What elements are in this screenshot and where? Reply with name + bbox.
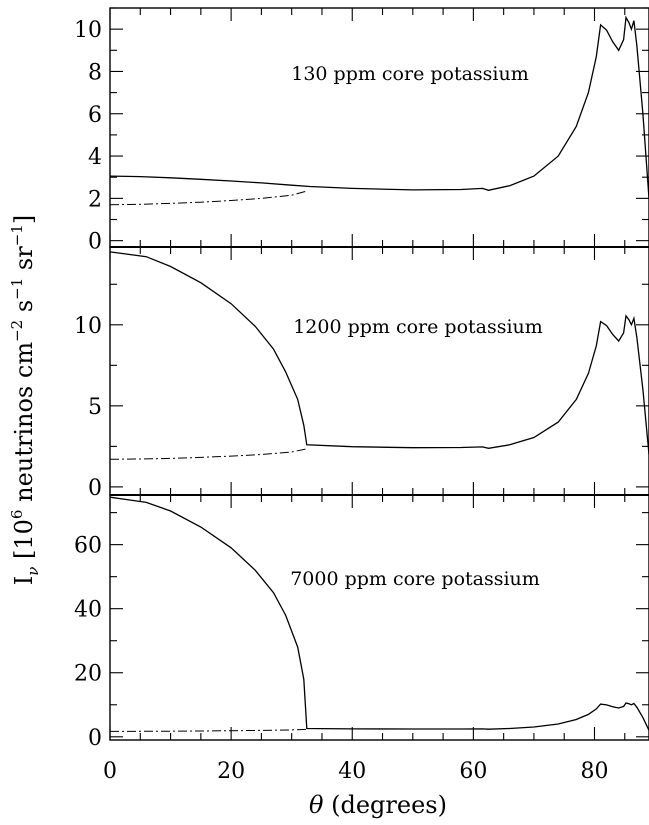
panel-annotation: 7000 ppm core potassium [290, 568, 540, 590]
panel-frame [110, 8, 649, 247]
x-axis-unit: (degrees) [323, 791, 446, 819]
y-axis-text-a: [10 [10, 519, 38, 567]
y-axis-sup-c: −1 [8, 278, 26, 300]
y-axis-text-e: ] [10, 215, 38, 224]
y-axis-text-d: sr [10, 246, 38, 278]
curve-with-core-potassium [110, 252, 649, 455]
panel-2: 0 5 10 1200 ppm core potassium [74, 247, 649, 501]
curve-with-core-potassium [110, 18, 649, 199]
x-tick-label: 60 [459, 759, 487, 784]
y-tick-label: 40 [74, 598, 102, 623]
y-axis-subscript: ν [24, 567, 42, 576]
panel-frame [110, 495, 649, 740]
panel-1: 0 2 4 6 8 10 130 ppm core potassium [74, 8, 649, 255]
curve-with-core-potassium [110, 497, 649, 730]
panel-annotation: 130 ppm core potassium [291, 63, 529, 85]
y-tick-label: 4 [88, 145, 102, 170]
x-tick-label: 80 [580, 759, 608, 784]
y-tick-label: 6 [88, 103, 102, 128]
panels-layer: 0 2 4 6 8 10 130 ppm core potassium 0 5 10 1200 pp… [74, 8, 649, 751]
y-axis-symbol: I [10, 576, 38, 585]
y-axis-text-b: neutrinos cm [10, 342, 38, 510]
y-axis-sup-d: −1 [8, 224, 26, 246]
y-axis-title: Iν [106 neutrinos cm−2 s−1 sr−1] [8, 215, 42, 585]
x-axis-title: θ (degrees) [309, 791, 447, 819]
y-axis-text-c: s [10, 300, 38, 320]
y-tick-label: 10 [74, 314, 102, 339]
y-tick-label: 0 [88, 230, 102, 255]
x-tick-label: 40 [338, 759, 366, 784]
y-tick-label: 2 [88, 187, 102, 212]
curve-dash-dot [110, 191, 307, 205]
y-tick-label: 10 [74, 18, 102, 43]
curve-dash-dot [110, 729, 307, 731]
x-axis-symbol: θ [309, 791, 324, 819]
x-axis-ticks: 0 20 40 60 80 [103, 759, 608, 784]
y-tick-label: 0 [88, 726, 102, 751]
panel-annotation: 1200 ppm core potassium [293, 316, 543, 338]
y-tick-label: 0 [88, 476, 102, 501]
y-axis-sup-b: −2 [8, 320, 26, 342]
y-tick-label: 5 [88, 395, 102, 420]
y-tick-label: 8 [88, 60, 102, 85]
y-tick-label: 20 [74, 662, 102, 687]
x-tick-label: 20 [217, 759, 245, 784]
curve-dash-dot [110, 449, 307, 460]
x-tick-label: 0 [103, 759, 117, 784]
panel-3: 0 20 40 60 7000 ppm core potassium [74, 495, 649, 751]
y-axis-sup-a: 6 [8, 510, 26, 520]
y-tick-label: 60 [74, 534, 102, 559]
